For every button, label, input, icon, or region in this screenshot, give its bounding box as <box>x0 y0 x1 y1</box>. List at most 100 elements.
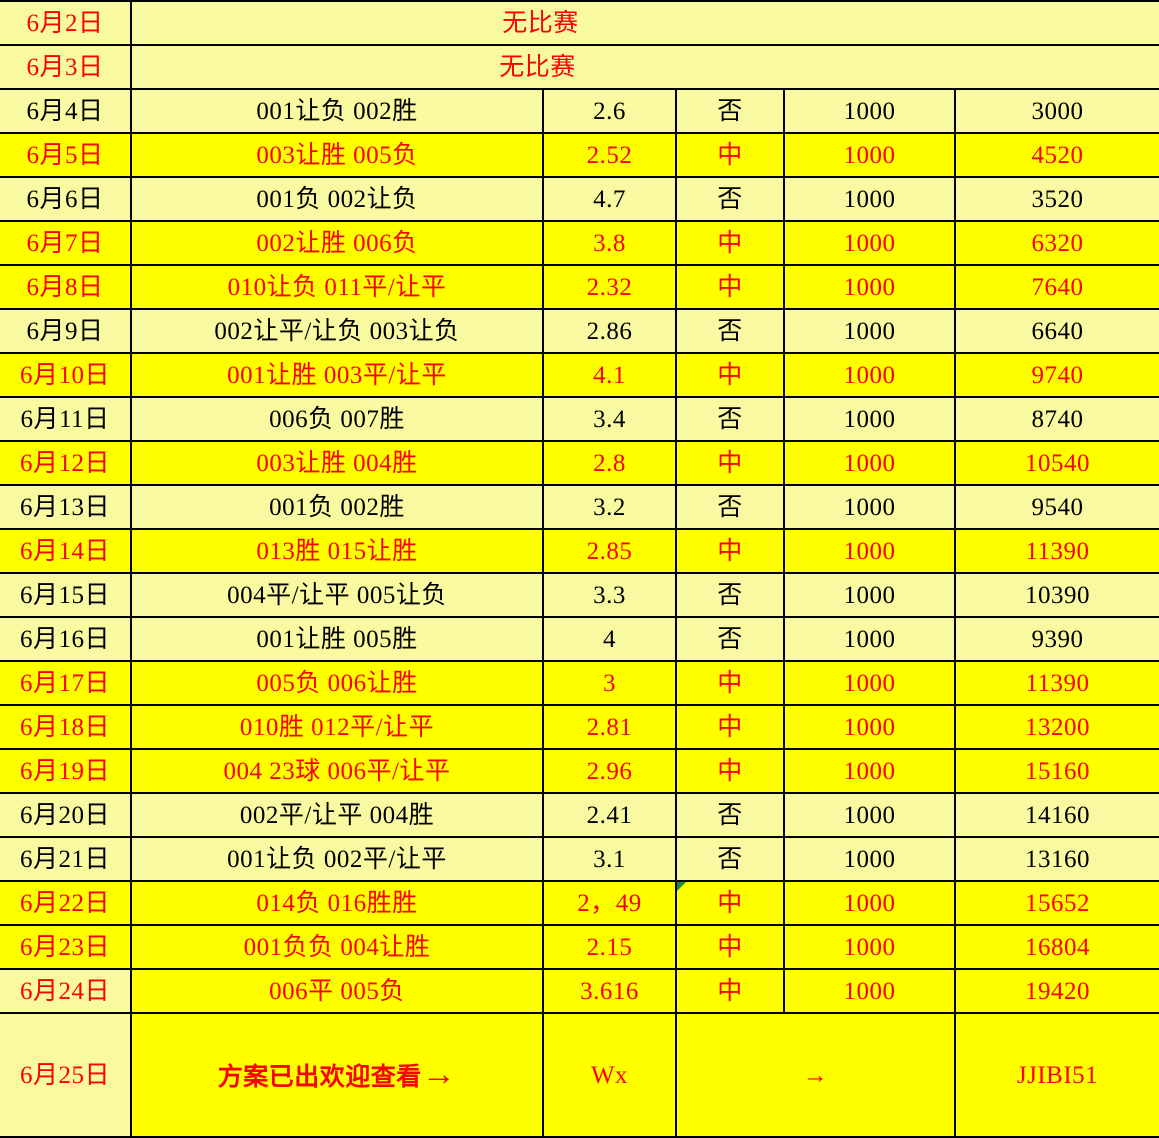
cell-stake: 1000 <box>783 264 956 310</box>
cell-hit: 否 <box>675 792 785 838</box>
cell-stake: 1000 <box>783 220 956 266</box>
promo-account-id[interactable]: JJIBI51 <box>953 1012 1159 1138</box>
cell-odds: 3.4 <box>542 396 677 442</box>
cell-date: 6月14日 <box>0 528 132 574</box>
cell-hit: 否 <box>675 88 785 134</box>
promo-message-label: 方案已出欢迎查看 <box>217 1064 422 1091</box>
cell-date: 6月15日 <box>0 572 132 618</box>
cell-date: 6月16日 <box>0 616 132 662</box>
cell-odds: 4 <box>542 616 677 662</box>
table-row: 6月7日 002让胜 006负 3.8 中 1000 6320 <box>0 220 1159 266</box>
cell-hit: 中 <box>675 220 785 266</box>
cell-odds: 2.15 <box>542 924 677 970</box>
cell-date: 6月2日 <box>0 0 132 46</box>
cell-odds: 3.2 <box>542 484 677 530</box>
cell-match: 002平/让平 004胜 <box>130 792 544 838</box>
cell-stake: 1000 <box>783 88 956 134</box>
cell-hit: 中 <box>675 528 785 574</box>
cell-stake: 1000 <box>783 748 956 794</box>
table-row: 6月2日 无比赛 <box>0 0 1159 46</box>
cell-stake: 1000 <box>783 528 956 574</box>
cell-odds: 3.1 <box>542 836 677 882</box>
cell-match: 002让平/让负 003让负 <box>130 308 544 354</box>
cell-odds: 2.81 <box>542 704 677 750</box>
table-row: 6月18日 010胜 012平/让平 2.81 中 1000 13200 <box>0 704 1159 750</box>
cell-stake: 1000 <box>783 308 956 354</box>
cell-date: 6月3日 <box>0 44 132 90</box>
cell-stake: 1000 <box>783 132 956 178</box>
table-row: 6月14日 013胜 015让胜 2.85 中 1000 11390 <box>0 528 1159 574</box>
cell-promo-date: 6月25日 <box>0 1012 132 1138</box>
cell-stake: 1000 <box>783 792 956 838</box>
cell-stake: 1000 <box>783 660 956 706</box>
cell-stake: 1000 <box>783 880 956 926</box>
cell-total: 19420 <box>953 968 1159 1014</box>
table-row: 6月11日 006负 007胜 3.4 否 1000 8740 <box>0 396 1159 442</box>
table-row: 6月19日 004 23球 006平/让平 2.96 中 1000 15160 <box>0 748 1159 794</box>
cell-stake: 1000 <box>783 616 956 662</box>
cell-date: 6月4日 <box>0 88 132 134</box>
cell-date: 6月6日 <box>0 176 132 222</box>
cell-odds: 2.52 <box>542 132 677 178</box>
cell-odds: 2.6 <box>542 88 677 134</box>
cell-date: 6月17日 <box>0 660 132 706</box>
cell-match: 013胜 015让胜 <box>130 528 544 574</box>
table-row: 6月3日 无比赛 <box>0 44 1159 90</box>
cell-hit: 否 <box>675 396 785 442</box>
table-row: 6月23日 001负负 004让胜 2.15 中 1000 16804 <box>0 924 1159 970</box>
cell-date: 6月20日 <box>0 792 132 838</box>
cell-stake: 1000 <box>783 704 956 750</box>
cell-total: 16804 <box>953 924 1159 970</box>
cell-match: 006负 007胜 <box>130 396 544 442</box>
cell-match: 002让胜 006负 <box>130 220 544 266</box>
cell-stake: 1000 <box>783 176 956 222</box>
cell-date: 6月5日 <box>0 132 132 178</box>
cell-date: 6月8日 <box>0 264 132 310</box>
table-row: 6月22日 014负 016胜胜 2，49 中 1000 15652 <box>0 880 1159 926</box>
cell-match: 001负 002让负 <box>130 176 544 222</box>
cell-stake: 1000 <box>783 484 956 530</box>
cell-date: 6月11日 <box>0 396 132 442</box>
cell-match: 001让负 002平/让平 <box>130 836 544 882</box>
cell-date: 6月21日 <box>0 836 132 882</box>
cell-odds: 2.85 <box>542 528 677 574</box>
table-row: 6月8日 010让负 011平/让平 2.32 中 1000 7640 <box>0 264 1159 310</box>
cell-hit: 否 <box>675 308 785 354</box>
cell-odds: 2，49 <box>542 880 677 926</box>
cell-odds: 2.96 <box>542 748 677 794</box>
cell-stake: 1000 <box>783 924 956 970</box>
table-row: 6月12日 003让胜 004胜 2.8 中 1000 10540 <box>0 440 1159 486</box>
cell-date: 6月7日 <box>0 220 132 266</box>
table-row: 6月24日 006平 005负 3.616 中 1000 19420 <box>0 968 1159 1014</box>
cell-match: 004 23球 006平/让平 <box>130 748 544 794</box>
cell-hit: 中 <box>675 968 785 1014</box>
table-row: 6月4日 001让负 002胜 2.6 否 1000 3000 <box>0 88 1159 134</box>
cell-odds: 3.3 <box>542 572 677 618</box>
cell-odds: 2.8 <box>542 440 677 486</box>
cell-no-match-notice: 无比赛 <box>129 44 1159 90</box>
cell-total: 6640 <box>953 308 1159 354</box>
cell-total: 4520 <box>953 132 1159 178</box>
promo-message[interactable]: 方案已出欢迎查看→ <box>130 1012 544 1138</box>
cell-date: 6月9日 <box>0 308 132 354</box>
cell-total: 10540 <box>953 440 1159 486</box>
cell-stake: 1000 <box>783 572 956 618</box>
table-row: 6月10日 001让胜 003平/让平 4.1 中 1000 9740 <box>0 352 1159 398</box>
cell-hit: 否 <box>675 616 785 662</box>
cell-match: 004平/让平 005让负 <box>130 572 544 618</box>
cell-hit: 中 <box>675 440 785 486</box>
cell-hit: 中 <box>675 748 785 794</box>
cell-total: 14160 <box>953 792 1159 838</box>
cell-match: 014负 016胜胜 <box>130 880 544 926</box>
cell-total: 9540 <box>953 484 1159 530</box>
cell-match: 005负 006让胜 <box>130 660 544 706</box>
cell-odds: 2.86 <box>542 308 677 354</box>
cell-total: 3000 <box>953 88 1159 134</box>
cell-stake: 1000 <box>783 968 956 1014</box>
cell-date: 6月18日 <box>0 704 132 750</box>
promo-wx-label: Wx <box>542 1012 677 1138</box>
table-row: 6月6日 001负 002让负 4.7 否 1000 3520 <box>0 176 1159 222</box>
cell-match: 001让胜 005胜 <box>130 616 544 662</box>
